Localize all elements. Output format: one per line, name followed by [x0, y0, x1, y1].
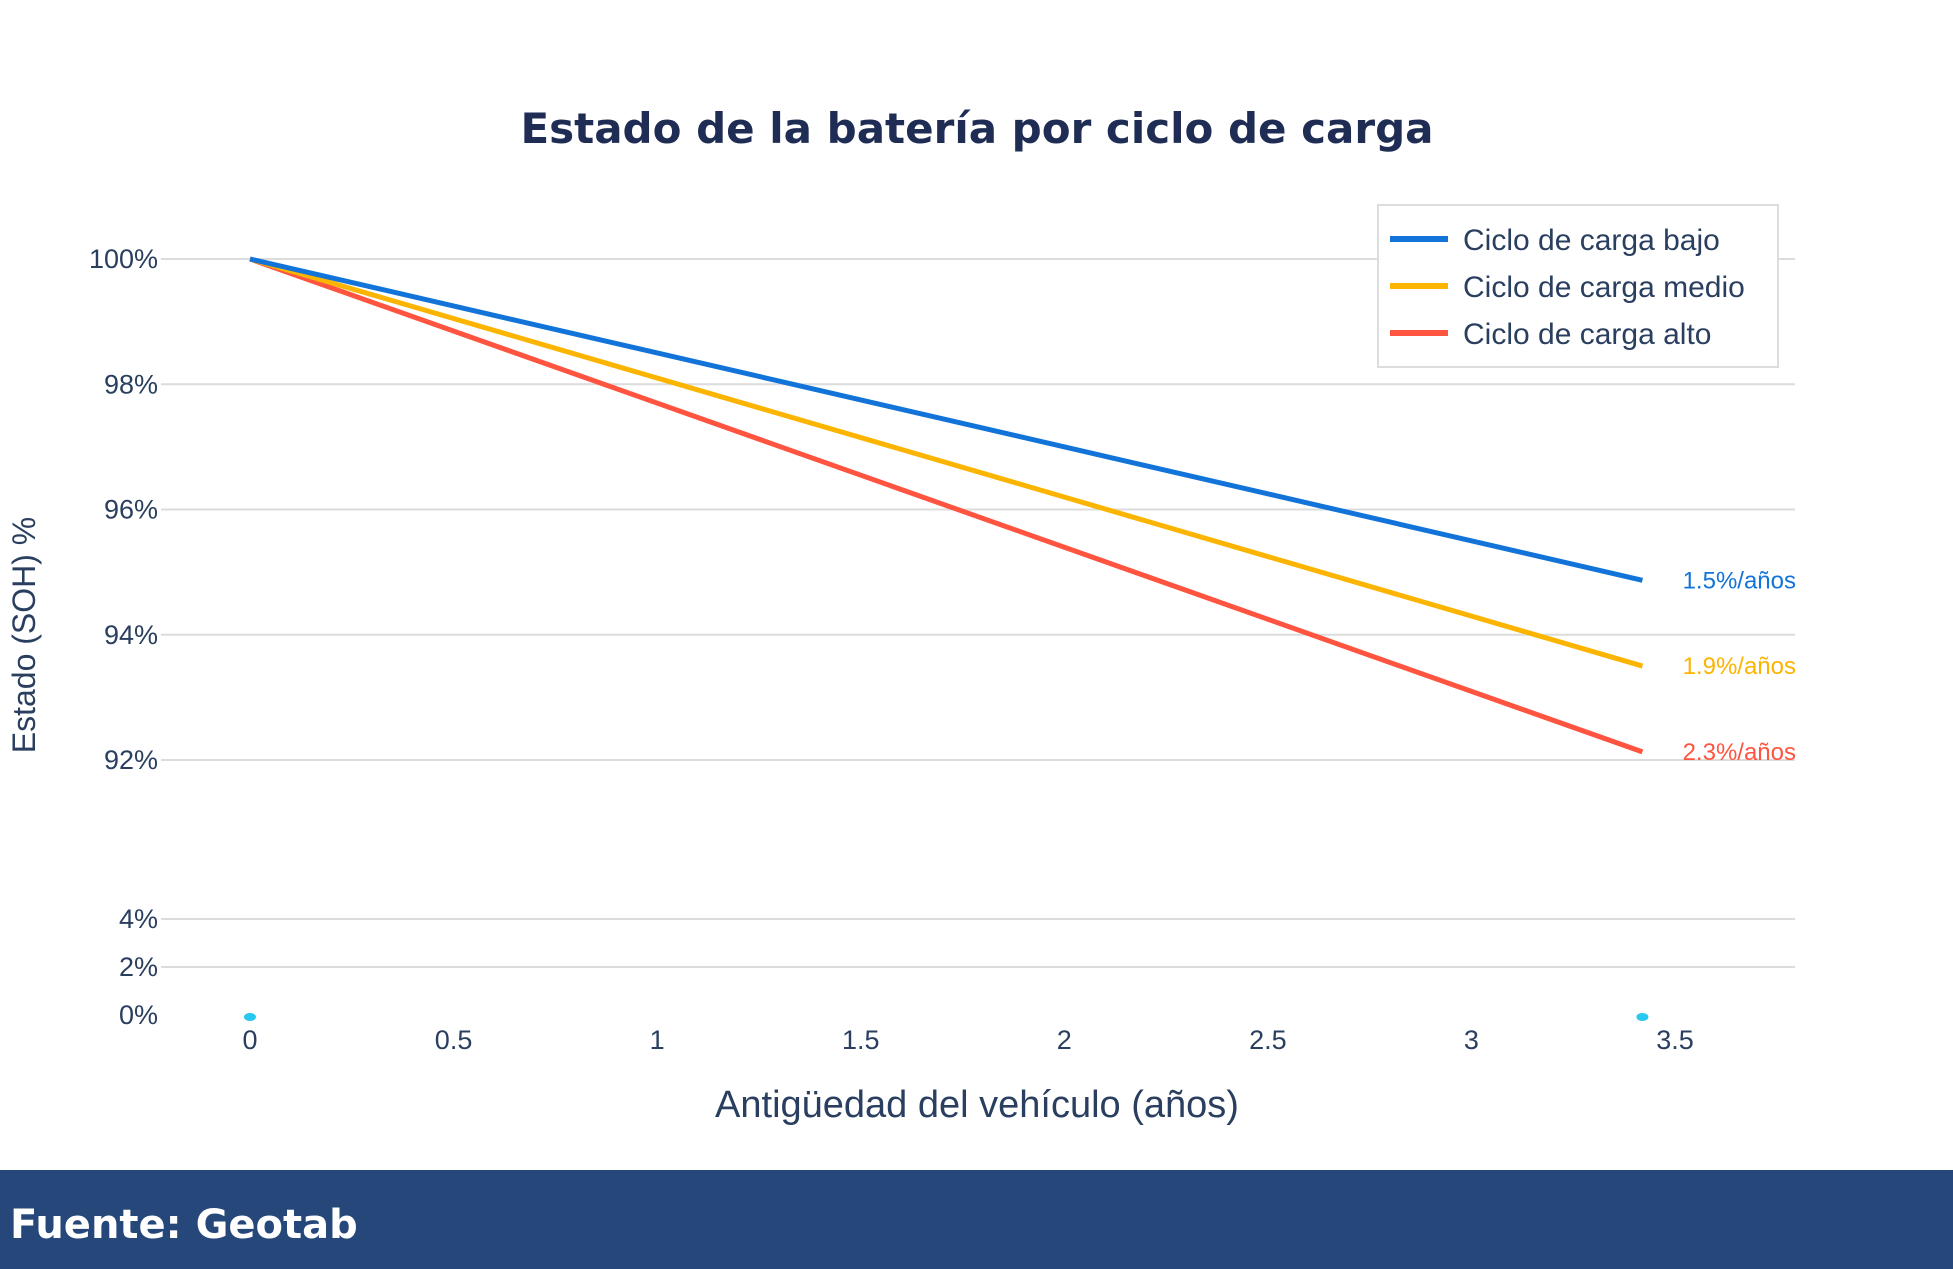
series-lines: 2.3%/años 1.9%/años 1.5%/años	[244, 256, 1796, 1021]
x-tick-label: 1.5	[842, 1025, 880, 1055]
y-tick-label: 94%	[104, 620, 158, 650]
y-tick-label: 96%	[104, 495, 158, 525]
y-tick-label: 92%	[104, 745, 158, 775]
source-text: Fuente: Geotab	[10, 1202, 358, 1248]
series-line-0	[249, 256, 1643, 583]
legend-label: Ciclo de carga medio	[1463, 271, 1745, 304]
rate-annotation: 1.9%/años	[1683, 653, 1796, 680]
rate-annotation: 2.3%/años	[1683, 739, 1796, 766]
legend-label: Ciclo de carga alto	[1463, 318, 1711, 351]
legend-label: Ciclo de carga bajo	[1463, 224, 1720, 257]
x-tick-label: 2.5	[1249, 1025, 1287, 1055]
zero-marker	[1636, 1013, 1649, 1021]
y-tick-label: 2%	[119, 952, 158, 982]
x-tick-label: 1	[650, 1025, 665, 1055]
y-tick-label: 0%	[119, 1000, 158, 1030]
gridlines	[161, 258, 1795, 968]
y-tick-label: 98%	[104, 369, 158, 399]
chart-title: Estado de la batería por ciclo de carga	[520, 104, 1433, 153]
series-line-2	[249, 256, 1644, 755]
y-tick-label: 100%	[89, 244, 158, 274]
x-tick-label: 0	[242, 1025, 257, 1055]
zero-marker	[244, 1013, 256, 1021]
y-axis-label: Estado (SOH) %	[6, 517, 42, 754]
x-tick-label: 0.5	[435, 1025, 473, 1055]
y-tick-labels: 100% 98% 96% 94% 92% 4% 2% 0%	[89, 244, 158, 1030]
x-tick-labels: 0 0.5 1 1.5 2 2.5 3 3.5	[242, 1025, 1693, 1055]
y-tick-label: 4%	[119, 904, 158, 934]
legend: Ciclo de carga bajo Ciclo de carga medio C…	[1377, 204, 1779, 368]
series-line-1	[249, 256, 1644, 669]
rate-annotation: 1.5%/años	[1683, 567, 1796, 594]
x-tick-label: 3	[1464, 1025, 1479, 1055]
x-axis-label: Antigüedad del vehículo (años)	[715, 1084, 1239, 1126]
source-footer: Fuente: Geotab	[0, 1170, 1953, 1269]
x-tick-label: 2	[1057, 1025, 1072, 1055]
battery-health-chart: Estado de la batería por ciclo de carga …	[6, 104, 1796, 1126]
x-tick-label: 3.5	[1656, 1025, 1694, 1055]
